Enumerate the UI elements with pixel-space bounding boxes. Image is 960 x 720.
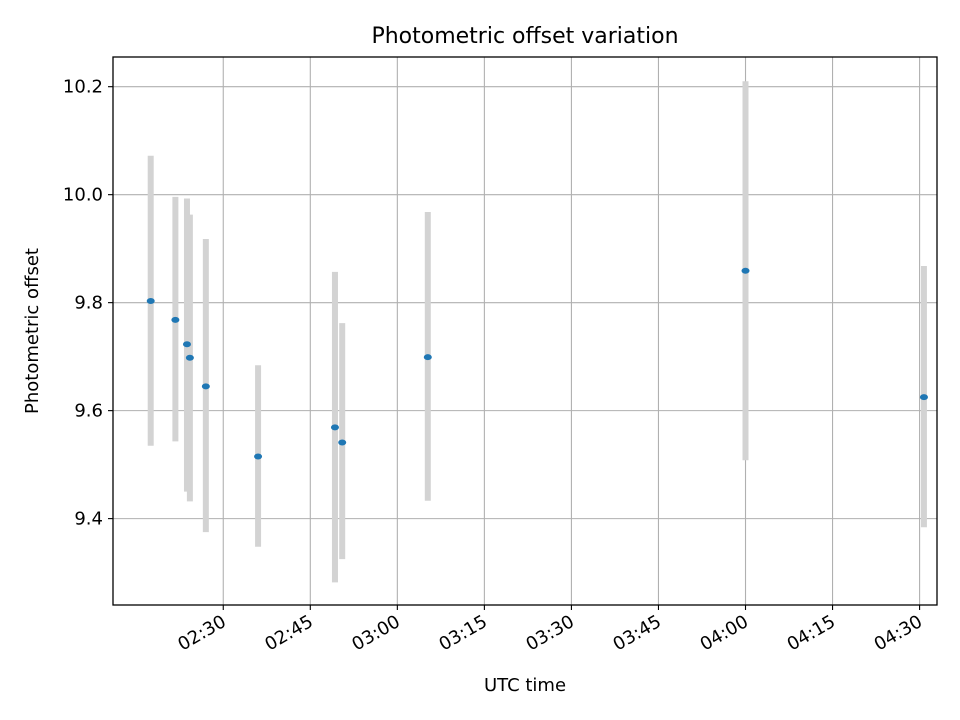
chart-title: Photometric offset variation bbox=[371, 24, 678, 49]
plot-frame bbox=[112, 56, 938, 606]
x-tick-label: 02:30 bbox=[174, 611, 229, 655]
data-point bbox=[919, 394, 928, 401]
x-axis-label: UTC time bbox=[484, 675, 566, 696]
data-points bbox=[146, 267, 928, 460]
x-tick-label: 03:45 bbox=[610, 611, 665, 655]
data-point bbox=[185, 354, 194, 361]
y-tick-label: 10.0 bbox=[63, 185, 103, 206]
x-axis-ticks: 02:30 02:45 03:00 03:15 03:30 03:45 04:00 04:15… bbox=[174, 605, 926, 655]
y-tick-label: 10.2 bbox=[63, 77, 103, 98]
x-tick-label: 02:45 bbox=[261, 611, 316, 655]
x-tick-label: 04:15 bbox=[784, 611, 839, 655]
data-point bbox=[423, 354, 432, 361]
data-point bbox=[741, 267, 750, 274]
y-axis-label: Photometric offset bbox=[22, 248, 43, 414]
y-axis-ticks: 9.4 9.6 9.8 10.0 10.2 bbox=[63, 77, 113, 530]
data-point bbox=[254, 453, 263, 460]
x-tick-label: 03:00 bbox=[348, 611, 403, 655]
error-bars bbox=[147, 81, 927, 583]
data-point bbox=[146, 298, 155, 305]
y-tick-label: 9.4 bbox=[74, 509, 103, 530]
x-tick-label: 04:30 bbox=[871, 611, 926, 655]
y-tick-label: 9.8 bbox=[74, 293, 103, 314]
data-point bbox=[182, 341, 191, 348]
data-point bbox=[171, 316, 180, 323]
grid bbox=[113, 57, 937, 605]
data-point bbox=[338, 439, 347, 446]
data-point bbox=[201, 383, 210, 390]
x-tick-label: 03:15 bbox=[435, 611, 490, 655]
x-tick-label: 03:30 bbox=[522, 611, 577, 655]
y-tick-label: 9.6 bbox=[74, 401, 103, 422]
data-point bbox=[330, 424, 339, 431]
x-tick-label: 04:00 bbox=[697, 611, 752, 655]
